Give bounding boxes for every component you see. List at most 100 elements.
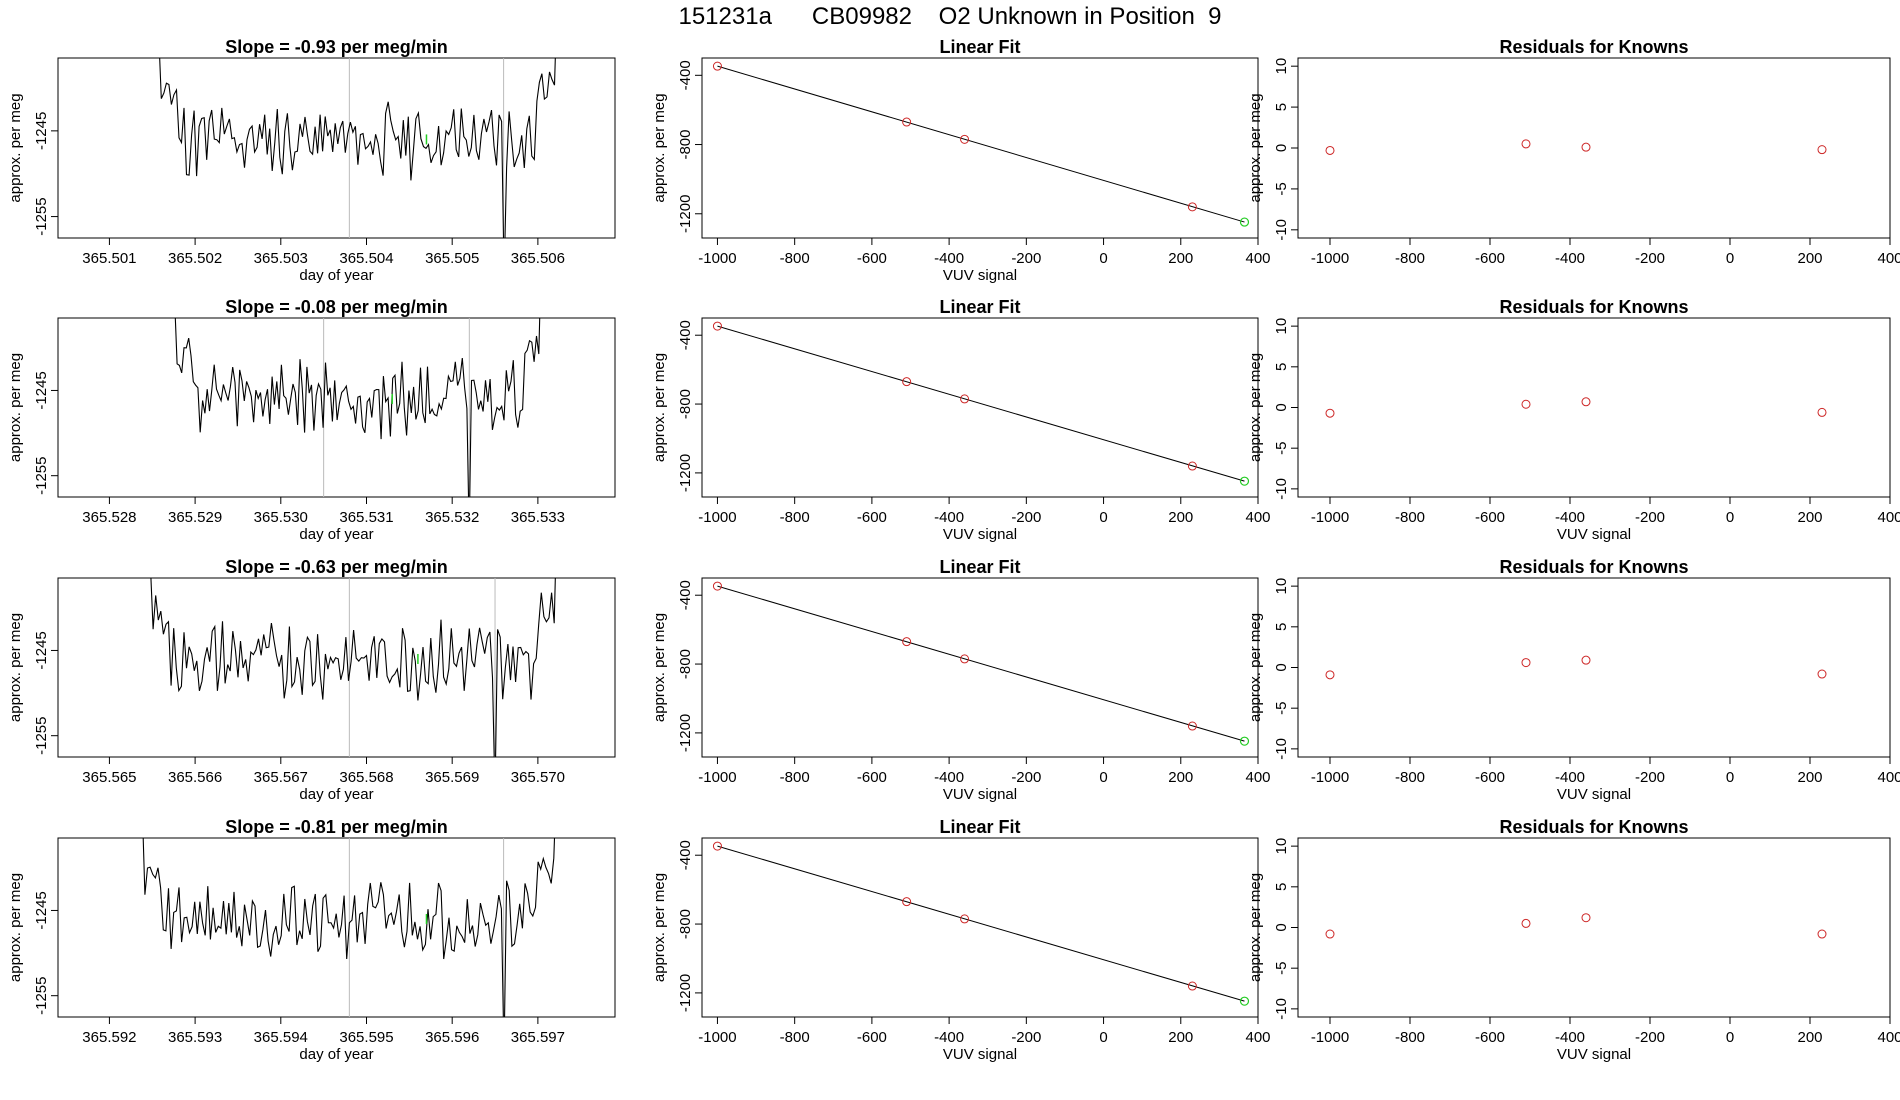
y-tick-label: 0	[1273, 663, 1290, 671]
x-tick-label: 365.506	[511, 250, 565, 267]
y-tick-label: -400	[677, 60, 694, 90]
residual-point	[1581, 142, 1591, 152]
y-axis-label: approx. per meg	[651, 613, 668, 722]
x-tick-label: 200	[1168, 509, 1193, 526]
x-tick-label: -600	[857, 509, 887, 526]
x-tick-label: 200	[1797, 769, 1822, 786]
x-axis-label: day of year	[299, 526, 373, 543]
known-point	[902, 637, 912, 647]
figure-title: 151231a CB09982 O2 Unknown in Position 9	[678, 3, 1222, 30]
y-axis-label: approx. per meg	[1247, 353, 1264, 462]
chart-panel-12: Residuals for Knowns-1000 -800 -600 -400 -20…	[1247, 817, 1900, 1063]
chart-panel-5: Linear Fit -1000 -800 -600 -400 -200 0 200 400 -4…	[651, 297, 1271, 543]
x-tick-label: -400	[934, 769, 964, 786]
x-tick-label: 365.529	[168, 509, 222, 526]
x-tick-label: 400	[1877, 509, 1900, 526]
unknown-point	[1239, 996, 1250, 1006]
x-tick-label: -200	[1635, 250, 1665, 267]
x-tick-label: -1000	[1311, 250, 1349, 267]
chart-panel-1: Slope = -0.93 per meg/min 365.501 365.502 3…	[7, 37, 616, 284]
x-tick-label: -800	[780, 509, 810, 526]
known-point	[1187, 721, 1197, 731]
x-tick-label: 365.567	[254, 769, 308, 786]
x-tick-label: 200	[1797, 509, 1822, 526]
y-tick-label: -1200	[677, 195, 694, 233]
x-tick-label: 200	[1168, 769, 1193, 786]
plot-frame	[1297, 577, 1891, 758]
known-point	[902, 117, 912, 127]
plot-frame	[701, 57, 1259, 239]
x-tick-label: 400	[1245, 1029, 1270, 1046]
x-tick-label: -400	[1555, 769, 1585, 786]
x-tick-label: -200	[1635, 1029, 1665, 1046]
known-point	[960, 394, 970, 404]
x-tick-label: -400	[1555, 509, 1585, 526]
residual-point	[1581, 913, 1591, 923]
x-tick-label: 365.505	[425, 250, 479, 267]
plot-frame	[701, 317, 1259, 498]
x-tick-label: -1000	[1311, 1029, 1349, 1046]
y-axis-label: approx. per meg	[651, 353, 668, 462]
x-tick-label: 0	[1726, 250, 1734, 267]
y-axis-label: approx. per meg	[1247, 93, 1264, 202]
y-tick-label: -10	[1273, 998, 1290, 1020]
x-tick-label: 0	[1099, 769, 1107, 786]
x-axis-label: VUV signal	[1557, 1046, 1631, 1063]
known-point	[712, 321, 722, 331]
x-tick-label: -600	[1475, 250, 1505, 267]
plot-frame	[701, 577, 1259, 758]
x-tick-label: 365.594	[254, 1029, 308, 1046]
chart-panel-11: Linear Fit -1000 -800 -600 -400 -200 0 200 400 -4…	[651, 817, 1271, 1063]
chart-panel-10: Slope = -0.81 per meg/min 365.592 365.593 3…	[7, 817, 616, 1063]
x-tick-label: -800	[1395, 1029, 1425, 1046]
y-tick-label: -5	[1273, 962, 1290, 975]
x-tick-label: 365.528	[82, 509, 136, 526]
y-axis-label: approx. per meg	[1247, 873, 1264, 982]
panel-title: Slope = -0.08 per meg/min	[225, 297, 448, 317]
x-tick-label: -200	[1011, 509, 1041, 526]
x-tick-label: 0	[1726, 509, 1734, 526]
x-tick-label: 365.504	[339, 250, 393, 267]
y-tick-label: 10	[1273, 578, 1290, 595]
x-tick-label: -1000	[1311, 769, 1349, 786]
plot-frame	[57, 577, 616, 758]
x-tick-label: -1000	[1311, 509, 1349, 526]
x-tick-label: -400	[1555, 1029, 1585, 1046]
y-tick-label: -5	[1273, 702, 1290, 715]
panel-title: Linear Fit	[939, 37, 1020, 57]
y-tick-label: 0	[1273, 403, 1290, 411]
residual-point	[1817, 929, 1827, 939]
x-tick-label: 365.502	[168, 250, 222, 267]
chart-panel-2: Linear Fit -1000 -800 -600 -400 -200 0 200 400 -4…	[651, 37, 1271, 284]
y-tick-label: -1245	[33, 631, 50, 669]
y-tick-label: 10	[1273, 838, 1290, 855]
known-point	[960, 914, 970, 924]
x-tick-label: 0	[1099, 1029, 1107, 1046]
panel-title: Slope = -0.63 per meg/min	[225, 557, 448, 577]
x-tick-label: 365.565	[82, 769, 136, 786]
x-tick-label: -800	[1395, 509, 1425, 526]
y-tick-label: -800	[677, 649, 694, 679]
x-tick-label: 400	[1877, 1029, 1900, 1046]
x-tick-label: -200	[1635, 769, 1665, 786]
x-tick-label: 365.532	[425, 509, 479, 526]
residual-point	[1581, 397, 1591, 407]
unknown-point	[1239, 736, 1250, 746]
y-axis-label: approx. per meg	[651, 93, 668, 202]
y-tick-label: -1255	[33, 457, 50, 495]
x-tick-label: 400	[1245, 250, 1270, 267]
plot-frame	[1297, 837, 1891, 1018]
x-tick-label: 0	[1099, 509, 1107, 526]
x-tick-label: -1000	[698, 769, 736, 786]
x-tick-label: 365.568	[339, 769, 393, 786]
chart-panel-6: Residuals for Knowns-1000 -800 -600 -400 -20…	[1247, 297, 1900, 543]
known-point	[960, 654, 970, 664]
y-tick-label: -1245	[33, 891, 50, 929]
y-tick-label: -1200	[677, 454, 694, 492]
fit-line	[717, 325, 1245, 482]
x-tick-label: -1000	[698, 509, 736, 526]
known-point	[712, 841, 722, 851]
residual-point	[1521, 399, 1531, 409]
x-tick-label: -800	[1395, 250, 1425, 267]
x-tick-label: 200	[1797, 1029, 1822, 1046]
